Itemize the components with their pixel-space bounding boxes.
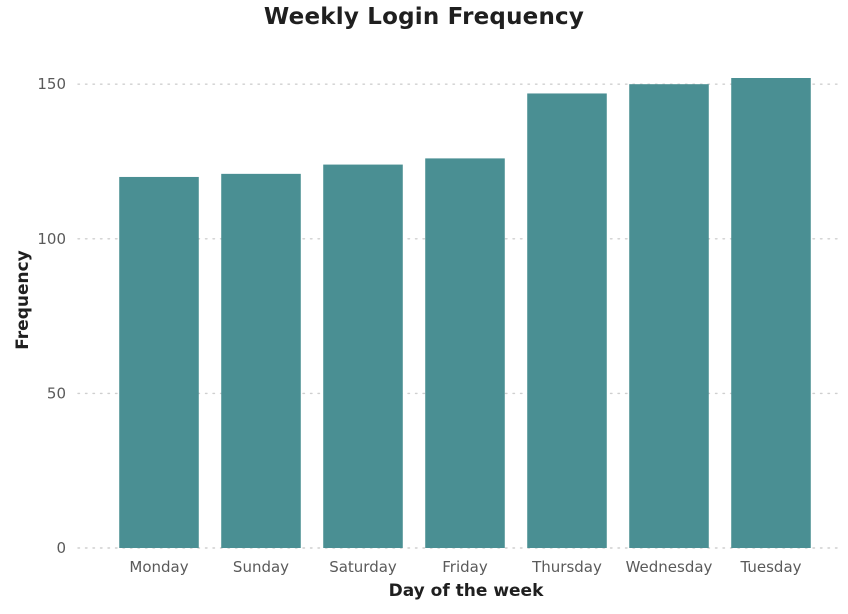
- x-tick-label-wednesday: Wednesday: [626, 558, 713, 576]
- x-tick-label-friday: Friday: [442, 558, 488, 576]
- x-tick-label-thursday: Thursday: [531, 558, 602, 576]
- bar-sunday: [221, 173, 301, 548]
- x-tick-label-monday: Monday: [129, 558, 188, 576]
- chart-title: Weekly Login Frequency: [263, 4, 585, 30]
- gridlines: [77, 83, 841, 549]
- x-axis-title: Day of the week: [389, 581, 544, 601]
- y-tick-label: 50: [47, 384, 66, 402]
- bar-saturday: [323, 164, 403, 548]
- x-tick-label-sunday: Sunday: [233, 558, 289, 576]
- x-tick-label-saturday: Saturday: [329, 558, 397, 576]
- x-tick-label-tuesday: Tuesday: [739, 558, 801, 576]
- y-axis-ticks: 0 50 100 150: [37, 75, 66, 557]
- y-tick-label: 150: [37, 75, 66, 93]
- bar-tuesday: [731, 78, 811, 548]
- bar-thursday: [527, 93, 607, 549]
- bar-friday: [425, 158, 505, 549]
- bar-monday: [119, 176, 199, 548]
- x-axis-ticks: Monday Sunday Saturday Friday Thursday Wednes…: [129, 558, 801, 576]
- y-tick-label: 100: [37, 230, 66, 248]
- y-tick-label: 0: [56, 539, 66, 557]
- bars: [119, 78, 811, 549]
- bar-wednesday: [629, 84, 709, 549]
- y-axis-title: Frequency: [13, 250, 33, 350]
